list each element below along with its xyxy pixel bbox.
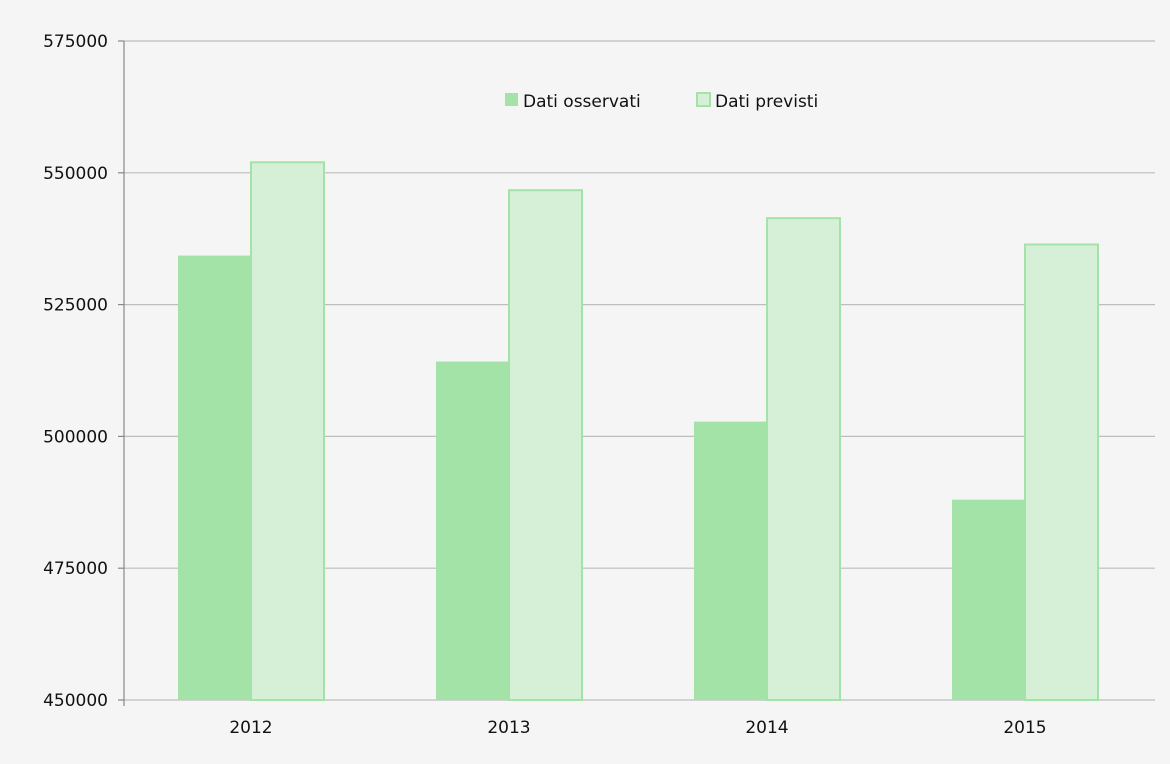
y-tick-label: 500000 (43, 427, 108, 447)
x-tick-label: 2013 (487, 718, 530, 738)
bars (178, 161, 1099, 702)
bar-predicted-2013 (508, 189, 583, 701)
bar-observed-2014 (694, 421, 767, 700)
legend-swatch-predicted (696, 92, 711, 107)
legend-swatch-observed (505, 93, 518, 106)
y-tick-label: 450000 (43, 691, 108, 711)
y-tick-label: 550000 (43, 164, 108, 184)
x-tick-label: 2012 (229, 718, 272, 738)
y-tick-label: 525000 (43, 296, 108, 316)
y-tick-label: 575000 (43, 32, 108, 52)
axes (118, 40, 125, 706)
bar-predicted-2015 (1024, 243, 1099, 701)
legend: Dati osservati Dati previsti (505, 92, 818, 112)
y-tick-label: 475000 (43, 559, 108, 579)
tick-labels: 450000 475000 500000 525000 550000 575000 2012… (43, 32, 1047, 738)
bar-predicted-2012 (250, 161, 325, 702)
x-tick-label: 2014 (745, 718, 788, 738)
bar-observed-2015 (952, 499, 1025, 700)
bar-predicted-2014 (766, 217, 841, 702)
legend-label-observed: Dati osservati (523, 92, 641, 112)
bar-observed-2013 (436, 361, 509, 700)
x-tick-label: 2015 (1003, 718, 1046, 738)
legend-label-predicted: Dati previsti (715, 92, 818, 112)
bar-observed-2012 (178, 255, 251, 700)
